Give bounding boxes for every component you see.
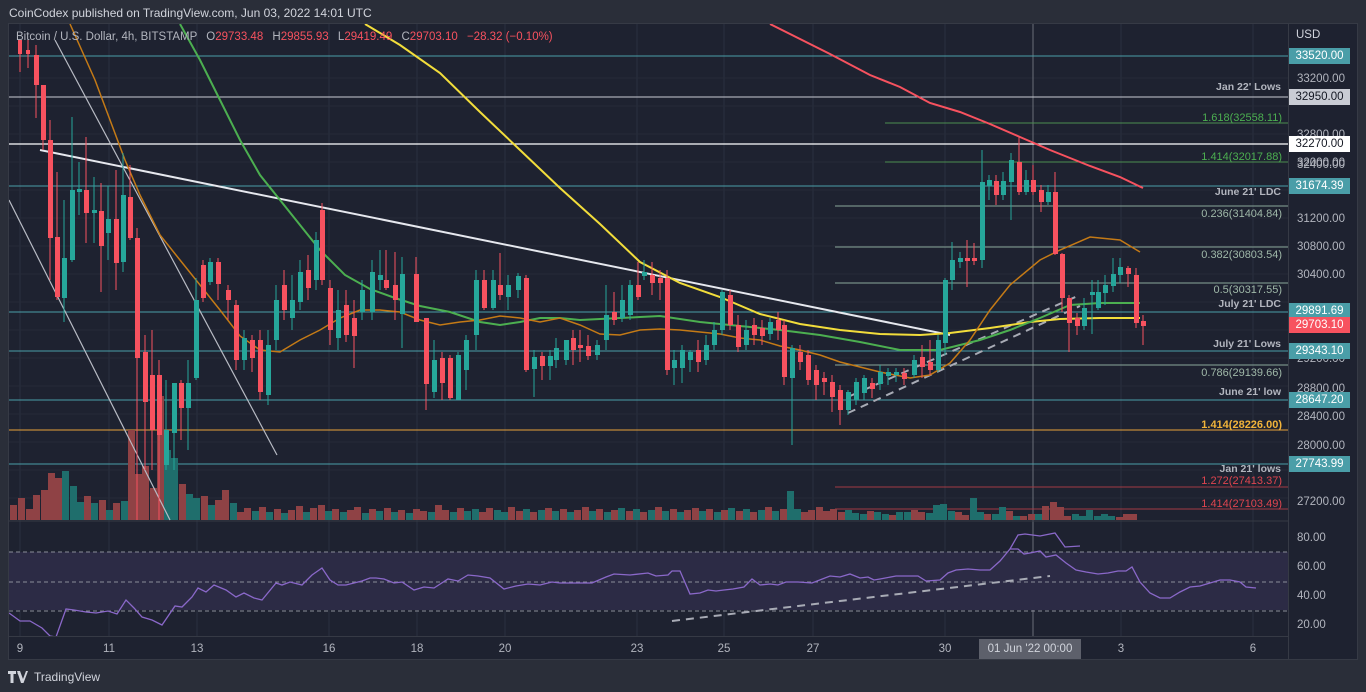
label-july21-lows: July 21' Lows bbox=[1213, 338, 1281, 350]
time-axis[interactable]: 9 11 13 16 18 20 23 25 27 30 3 6 bbox=[8, 636, 1288, 661]
brand-name: TradingView bbox=[34, 670, 101, 684]
label-july21-ldc: July 21' LDC bbox=[1218, 298, 1281, 310]
rsi-tick-40: 40.00 bbox=[1297, 590, 1326, 602]
currency-label: USD bbox=[1296, 29, 1321, 41]
label-june21-low: June 21' low bbox=[1218, 386, 1281, 398]
price-tag: 32950.00 bbox=[1289, 89, 1350, 105]
annotation-layer: Jan 22' Lows 1.618(32558.11) 1.414(32017… bbox=[8, 23, 1288, 660]
change-value: −28.32 (−0.10%) bbox=[466, 31, 553, 43]
symbol-title: Bitcoin / U.S. Dollar, 4h, BITSTAMP bbox=[16, 31, 198, 43]
rsi-tick-80: 80.00 bbox=[1297, 532, 1326, 544]
fib-1414-red: 1.414(27103.49) bbox=[1201, 498, 1282, 510]
crosshair-time-label: 01 Jun '22 00:00 bbox=[979, 639, 1081, 659]
price-tag: 28647.20 bbox=[1289, 392, 1350, 408]
label-jan21-lows: Jan 21' lows bbox=[1219, 463, 1281, 475]
fib-1414-upper: 1.414(32017.88) bbox=[1201, 151, 1282, 163]
price-tag: 29891.69 bbox=[1289, 303, 1350, 319]
price-axis[interactable]: 33200.00 32800.00 32400.00 32000.00 3200… bbox=[1288, 23, 1358, 660]
fib-1618: 1.618(32558.11) bbox=[1202, 112, 1282, 124]
fib-0236: 0.236(31404.84) bbox=[1201, 208, 1282, 220]
close-value: 29703.10 bbox=[409, 31, 458, 43]
rsi-tick-20: 20.00 bbox=[1297, 619, 1326, 631]
price-tag: 29343.10 bbox=[1289, 343, 1350, 359]
published-caption: CoinCodex published on TradingView.com, … bbox=[9, 6, 372, 20]
fib-1272-red: 1.272(27413.37) bbox=[1201, 475, 1282, 487]
low-value: 29419.49 bbox=[344, 31, 393, 43]
fib-05: 0.5(30317.55) bbox=[1213, 284, 1283, 296]
fib-1414-yellow: 1.414(28226.00) bbox=[1201, 419, 1282, 431]
rsi-tick-60: 60.00 bbox=[1297, 561, 1326, 573]
last-price-tag: 29703.10 bbox=[1289, 317, 1350, 333]
ohlc-legend: Bitcoin / U.S. Dollar, 4h, BITSTAMP O297… bbox=[16, 31, 553, 43]
fib-0382: 0.382(30803.54) bbox=[1201, 249, 1282, 261]
label-jan22-lows: Jan 22' Lows bbox=[1216, 81, 1281, 93]
price-tag: 31674.39 bbox=[1289, 178, 1350, 194]
label-june21-ldc: June 21' LDC bbox=[1214, 186, 1281, 198]
tradingview-logo[interactable]: TradingView bbox=[8, 670, 100, 684]
tradingview-icon bbox=[8, 671, 28, 683]
open-value: 29733.48 bbox=[215, 31, 264, 43]
price-tag: 33520.00 bbox=[1289, 48, 1350, 64]
fib-0786: 0.786(29139.66) bbox=[1201, 367, 1282, 379]
price-tag: 32270.00 bbox=[1289, 136, 1350, 152]
price-tag: 27743.99 bbox=[1289, 456, 1350, 472]
high-value: 29855.93 bbox=[280, 31, 329, 43]
